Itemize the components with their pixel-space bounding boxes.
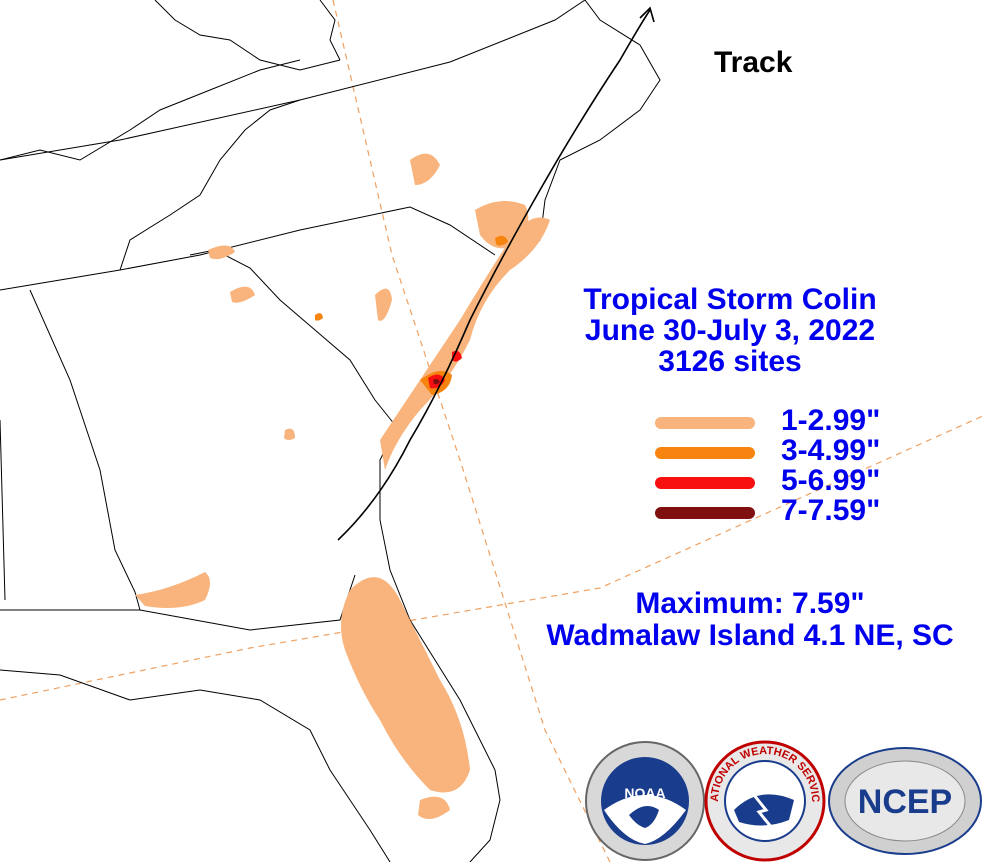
- border-nc-sc-ga-north: [0, 206, 496, 291]
- storm-site-count: 3126 sites: [658, 345, 802, 378]
- track-label: Track: [714, 46, 793, 79]
- border-tn-nc-west: [0, 59, 301, 161]
- meridian-west: [332, 0, 611, 862]
- rain-area-fl-south2: [388, 709, 410, 727]
- maximum-value: Maximum: 7.59": [635, 587, 865, 620]
- storm-name: Tropical Storm Colin: [583, 283, 877, 316]
- rain-area-fl-south: [418, 796, 450, 819]
- border-ga-sc: [189, 249, 396, 426]
- legend-swatch: [655, 447, 755, 459]
- rain-area-nc-inland: [410, 153, 440, 185]
- ncep-logo: NCEP: [828, 747, 982, 855]
- storm-track-arrowhead: [639, 6, 655, 23]
- legend-row: 5-6.99": [650, 464, 910, 498]
- rainfall-1-2-99: [135, 153, 550, 819]
- storm-track-line: [337, 9, 651, 541]
- border-va-wv: [319, 0, 341, 61]
- rainfall-7-7-59: [433, 378, 440, 385]
- rain-area-ga-east: [230, 286, 255, 303]
- coast-gulf: [0, 669, 391, 862]
- legend-swatch: [655, 417, 755, 429]
- border-va-nc: [0, 0, 586, 161]
- nws-logo: NATIONAL WEATHER SERVICE: [704, 740, 826, 862]
- parallel-south: [0, 414, 985, 701]
- state-borders: [0, 0, 661, 862]
- rain-area-3-5-nc: [495, 235, 508, 246]
- rain-area-ga-inland: [284, 428, 295, 440]
- legend-row: 7-7.59": [650, 494, 910, 528]
- storm-date-range: June 30-July 3, 2022: [584, 314, 876, 347]
- maximum-block: Maximum: 7.59" Wadmalaw Island 4.1 NE, S…: [500, 588, 985, 652]
- border-ga-al: [29, 289, 141, 611]
- border-ms-al: [0, 419, 6, 601]
- legend-swatch: [655, 477, 755, 489]
- legend-label: 7-7.59": [781, 494, 881, 527]
- rain-area-7-plus: [433, 378, 440, 385]
- border-ky-va: [154, 0, 341, 71]
- rain-area-sc-coast: [380, 217, 550, 470]
- rain-area-ga-sw: [135, 572, 210, 608]
- rain-area-nc-nw: [208, 245, 235, 260]
- legend-label: 1-2.99": [781, 404, 881, 437]
- legend-label: 5-6.99": [781, 464, 881, 497]
- rain-area-sc-inland: [375, 288, 392, 321]
- ncep-logo-text: NCEP: [858, 783, 952, 821]
- rain-area-fl-east: [341, 577, 470, 793]
- legend-row: 3-4.99": [650, 434, 910, 468]
- storm-title-block: Tropical Storm Colin June 30-July 3, 202…: [520, 284, 940, 377]
- rain-area-nc-coast: [475, 201, 529, 249]
- noaa-logo: NOAA: [585, 741, 705, 861]
- rain-area-3-5-ga: [315, 313, 323, 321]
- border-appalachian: [119, 99, 301, 271]
- maximum-location: Wadmalaw Island 4.1 NE, SC: [546, 619, 954, 652]
- legend-swatch: [655, 507, 755, 519]
- noaa-logo-text: NOAA: [624, 785, 665, 801]
- legend-row: 1-2.99": [650, 404, 910, 438]
- rainfall-3-4-99: [315, 235, 508, 395]
- legend-label: 3-4.99": [781, 434, 881, 467]
